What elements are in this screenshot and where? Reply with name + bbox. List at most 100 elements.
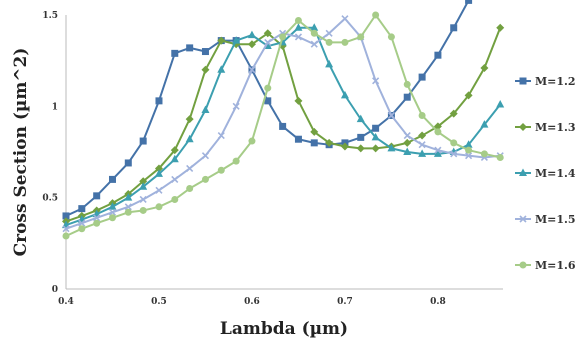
legend-label: M=1.6: [535, 259, 576, 272]
data-point: [124, 208, 132, 216]
data-point: [201, 152, 210, 160]
data-point: [403, 147, 412, 155]
data-point: [217, 36, 226, 45]
data-point: [264, 97, 272, 105]
data-point: [93, 192, 101, 200]
y-axis-title: Cross Section (µm^2): [11, 48, 31, 257]
data-point: [124, 203, 132, 211]
data-point: [496, 153, 504, 161]
data-point: [201, 48, 209, 56]
series-lines: [62, 0, 505, 240]
data-point: [357, 133, 365, 141]
data-point: [185, 134, 194, 143]
data-point: [247, 40, 256, 49]
data-point: [78, 205, 86, 213]
legend-label: M=1.2: [535, 75, 576, 88]
data-point: [294, 23, 303, 31]
data-point: [108, 208, 117, 216]
data-point: [108, 214, 116, 222]
data-point: [341, 15, 349, 23]
data-point: [154, 169, 163, 177]
data-point: [170, 154, 179, 163]
legend-label: M=1.4: [535, 167, 576, 180]
data-point: [294, 96, 303, 105]
data-point: [434, 51, 442, 59]
data-point: [186, 164, 194, 173]
legend-marker: [519, 261, 527, 269]
legend-item: M=1.3: [515, 121, 576, 134]
series-5: [62, 11, 504, 240]
data-point: [264, 84, 272, 92]
data-point: [139, 206, 147, 214]
x-tick-labels: 0.4 0.5 0.6 0.7 0.8: [58, 297, 446, 307]
data-point: [185, 115, 194, 124]
data-point: [372, 124, 380, 132]
data-point: [418, 149, 427, 157]
data-point: [232, 157, 240, 165]
data-point: [418, 141, 426, 149]
data-point: [139, 182, 148, 190]
data-point: [434, 146, 442, 154]
data-point: [403, 131, 411, 140]
data-point: [340, 142, 349, 151]
data-point: [279, 33, 287, 41]
data-point: [465, 0, 473, 4]
data-point: [310, 127, 319, 136]
data-point: [418, 131, 427, 140]
data-point: [247, 30, 256, 39]
data-point: [186, 44, 194, 52]
y-tick-label: 1.5: [42, 11, 58, 21]
data-point: [171, 49, 179, 57]
data-point: [217, 131, 225, 140]
data-point: [418, 73, 426, 81]
data-point: [170, 146, 179, 155]
legend: M=1.2 M=1.3 M=1.4 M=1.5 M=1.6: [515, 75, 576, 272]
data-point: [186, 185, 194, 193]
x-axis-title: Lambda (µm): [220, 319, 348, 339]
legend-item: M=1.4: [515, 167, 576, 180]
data-point: [480, 150, 488, 158]
data-point: [201, 175, 209, 183]
data-point: [387, 111, 395, 120]
data-point: [217, 65, 226, 73]
data-point: [232, 36, 241, 44]
data-point: [201, 105, 210, 113]
data-point: [325, 38, 333, 46]
data-point: [310, 139, 318, 147]
data-point: [139, 177, 148, 186]
data-point: [201, 65, 210, 74]
y-tick-label: 0: [52, 285, 58, 295]
data-point: [465, 152, 473, 160]
data-point: [403, 93, 411, 101]
data-point: [294, 16, 302, 24]
data-point: [155, 97, 163, 105]
data-point: [372, 77, 380, 85]
legend-item: M=1.5: [515, 213, 576, 226]
data-point: [263, 29, 272, 38]
data-point: [155, 186, 163, 194]
data-point: [450, 150, 458, 158]
data-point: [171, 175, 179, 183]
x-tick-label: 0.7: [337, 297, 353, 307]
data-point: [433, 149, 442, 157]
y-tick-label: 0.5: [42, 194, 58, 204]
data-point: [62, 225, 70, 233]
data-point: [78, 225, 86, 233]
legend-marker: [519, 215, 527, 223]
data-point: [450, 24, 458, 32]
data-point: [465, 146, 473, 154]
data-point: [78, 219, 86, 227]
x-tick-label: 0.5: [151, 297, 167, 307]
legend-marker: [519, 168, 527, 176]
data-point: [124, 159, 132, 167]
data-point: [371, 144, 380, 153]
legend-item: M=1.2: [515, 75, 576, 88]
legend-label: M=1.3: [535, 121, 576, 134]
data-point: [154, 164, 163, 173]
data-point: [93, 219, 101, 227]
data-point: [403, 138, 412, 147]
legend-label: M=1.5: [535, 213, 576, 226]
y-tick-labels: 0 0.5 1 1.5: [42, 11, 58, 295]
data-point: [294, 33, 303, 41]
